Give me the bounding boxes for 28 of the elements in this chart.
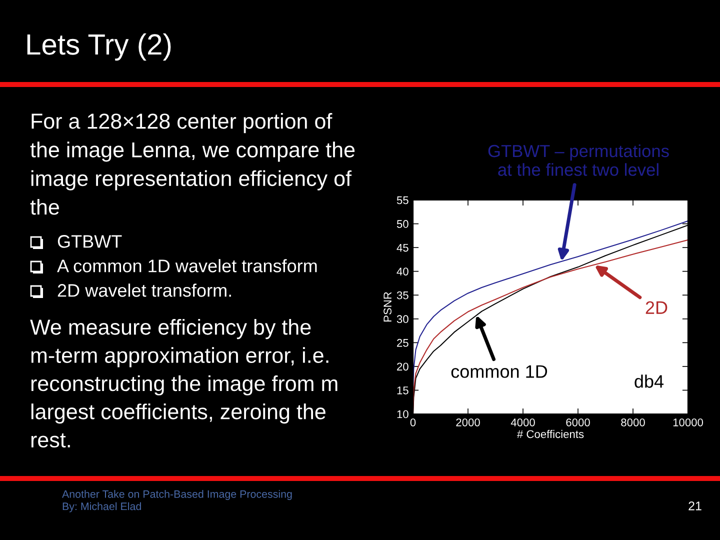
y-tick-label: 50	[396, 220, 408, 228]
text: We measure efficiency by the m-term approximation error, i.e. reconstructing the image from m largest coefficients, zeroing the rest.	[30, 319, 338, 448]
y-tick-label: 10	[397, 410, 408, 418]
x-tick-label: 8000	[621, 418, 645, 426]
annotation: 2D	[646, 301, 668, 314]
text: For a 128×128 center portion of the image Lenna, we compare the image representation efficiency of the	[30, 113, 355, 215]
annotation: common 1D	[451, 365, 548, 378]
x-axis-title: # Coefficients	[516, 430, 584, 438]
y-tick-label: 55	[396, 196, 408, 204]
text: 21	[688, 502, 702, 510]
x-tick-label: 4000	[510, 418, 535, 426]
text: Lets Try (2)	[27, 33, 171, 61]
y-tick-label: 40	[396, 268, 408, 276]
x-tick-label: 10000	[673, 418, 704, 426]
text: GTBWT A common 1D wavelet transform 2D wavelet transform.	[57, 235, 317, 297]
y-axis-title: PSNR	[384, 292, 392, 322]
annotation: GTBWT – permutations at the finest two level	[488, 144, 669, 176]
y-tick-label: 15	[397, 386, 408, 394]
y-tick-label: 35	[396, 291, 408, 300]
y-tick-label: 25	[397, 338, 408, 347]
y-tick-label: 20	[397, 362, 408, 371]
x-tick-label: 0	[410, 418, 416, 426]
y-tick-label: 30	[396, 315, 408, 324]
y-tick-label: 45	[396, 244, 408, 252]
x-tick-label: 6000	[566, 418, 590, 426]
text: Another Take on Patch-Based Image Processing By: Michael Elad	[62, 490, 292, 512]
annotation: db4	[634, 374, 664, 388]
x-tick-label: 2000	[456, 418, 480, 426]
